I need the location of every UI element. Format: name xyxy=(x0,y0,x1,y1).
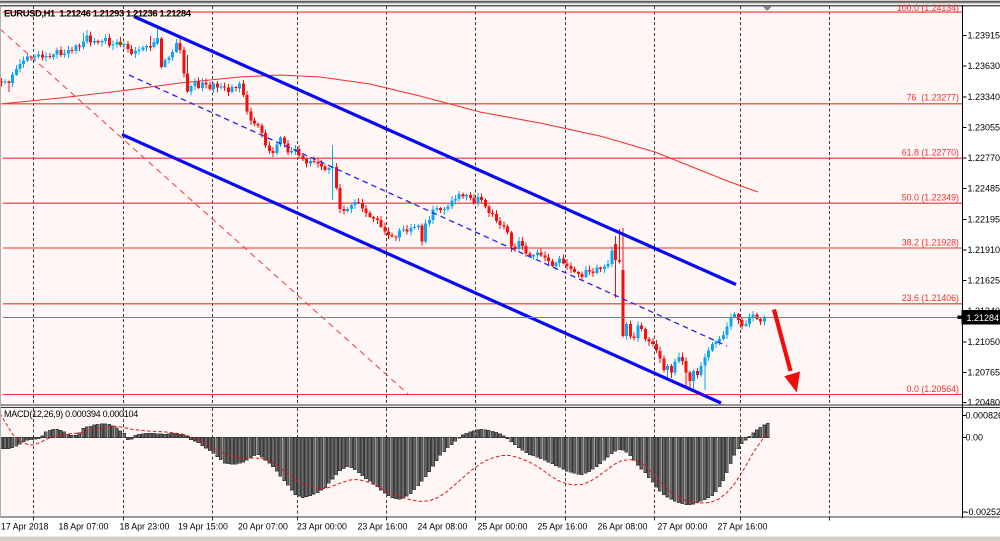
svg-text:1.23630: 1.23630 xyxy=(968,61,1000,71)
svg-text:0.000826: 0.000826 xyxy=(966,411,1000,421)
svg-text:17 Apr 2018: 17 Apr 2018 xyxy=(1,522,49,532)
svg-text:1.20480: 1.20480 xyxy=(968,398,1000,408)
svg-text:76 (1.23277): 76 (1.23277) xyxy=(907,93,959,103)
svg-text:27 Apr 00:00: 27 Apr 00:00 xyxy=(658,522,708,532)
svg-text:23 Apr 00:00: 23 Apr 00:00 xyxy=(297,522,347,532)
svg-text:1.22770: 1.22770 xyxy=(968,153,1000,163)
svg-text:1.22485: 1.22485 xyxy=(968,184,1000,194)
svg-text:0.0 (1.20564): 0.0 (1.20564) xyxy=(907,384,959,394)
svg-text:1.21625: 1.21625 xyxy=(968,276,1000,286)
svg-text:1.21910: 1.21910 xyxy=(968,245,1000,255)
svg-text:1.21284: 1.21284 xyxy=(967,313,1000,323)
svg-text:1.20765: 1.20765 xyxy=(968,368,1000,378)
svg-text:23 Apr 16:00: 23 Apr 16:00 xyxy=(358,522,408,532)
svg-text:0.00: 0.00 xyxy=(966,433,984,443)
svg-text:25 Apr 00:00: 25 Apr 00:00 xyxy=(478,522,528,532)
svg-text:23.6 (1.21406): 23.6 (1.21406) xyxy=(902,293,959,303)
svg-text:18 Apr 07:00: 18 Apr 07:00 xyxy=(59,522,109,532)
svg-text:26 Apr 08:00: 26 Apr 08:00 xyxy=(598,522,648,532)
svg-text:1.21050: 1.21050 xyxy=(968,337,1000,347)
svg-text:1.23055: 1.23055 xyxy=(968,123,1000,133)
svg-text:100.0 (1.24134): 100.0 (1.24134) xyxy=(897,3,959,13)
svg-text:19 Apr 15:00: 19 Apr 15:00 xyxy=(178,522,228,532)
svg-text:20 Apr 07:00: 20 Apr 07:00 xyxy=(238,522,288,532)
svg-text:1.23915: 1.23915 xyxy=(968,31,1000,41)
svg-text:61.8 (1.22770): 61.8 (1.22770) xyxy=(902,148,959,158)
svg-text:-0.00252: -0.00252 xyxy=(966,507,1000,517)
svg-text:18 Apr 23:00: 18 Apr 23:00 xyxy=(120,522,170,532)
svg-text:38.2 (1.21928): 38.2 (1.21928) xyxy=(902,238,959,248)
svg-text:24 Apr 08:00: 24 Apr 08:00 xyxy=(418,522,468,532)
svg-text:1.23340: 1.23340 xyxy=(968,92,1000,102)
svg-text:27 Apr 16:00: 27 Apr 16:00 xyxy=(718,522,768,532)
svg-text:25 Apr 16:00: 25 Apr 16:00 xyxy=(538,522,588,532)
svg-text:1.22195: 1.22195 xyxy=(968,215,1000,225)
svg-text:EURUSD,H1 1.21246 1.21293 1.2: EURUSD,H1 1.21246 1.21293 1.21236 1.2128… xyxy=(4,8,192,19)
svg-text:50.0 (1.22349): 50.0 (1.22349) xyxy=(902,193,959,203)
svg-text:MACD(12,26,9) 0.000394 0.00010: MACD(12,26,9) 0.000394 0.000104 xyxy=(4,409,138,419)
